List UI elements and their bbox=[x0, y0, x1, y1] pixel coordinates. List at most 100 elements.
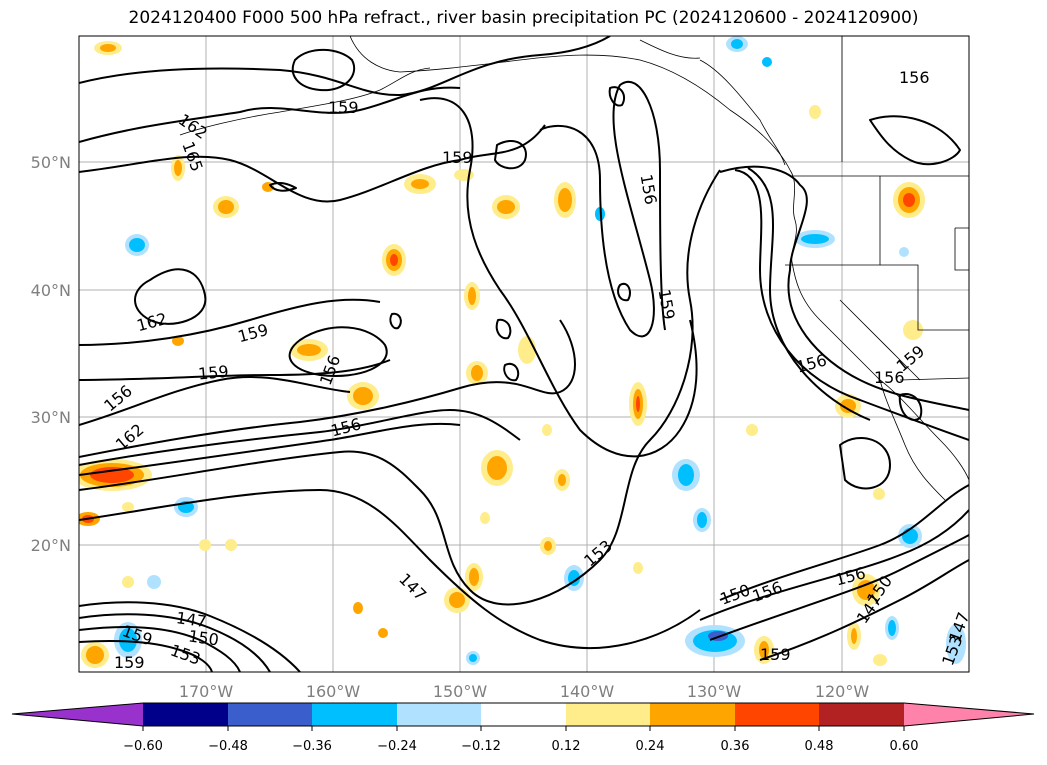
positive-patch bbox=[378, 628, 388, 638]
negative-patch bbox=[801, 234, 829, 244]
contour-line bbox=[79, 86, 461, 143]
positive-patch bbox=[636, 396, 640, 412]
colorbar-tick-label: −0.36 bbox=[292, 739, 332, 754]
contour-line bbox=[719, 484, 969, 601]
contour-line bbox=[839, 436, 891, 490]
state-boundary bbox=[880, 264, 969, 331]
longitude-label: 170°W bbox=[179, 682, 234, 701]
colorbar-bin bbox=[312, 703, 397, 726]
contour-line bbox=[747, 167, 871, 421]
contour-label: 159 bbox=[760, 645, 791, 664]
contour-label: 150 bbox=[187, 626, 220, 649]
coastline-alaska bbox=[349, 36, 791, 171]
contour-label: 147 bbox=[175, 608, 208, 631]
colorbar-tick-label: 0.12 bbox=[552, 739, 581, 754]
contour-line bbox=[291, 48, 356, 92]
contour-line bbox=[494, 140, 527, 170]
latitude-labels: 50°N 40°N 30°N 20°N bbox=[31, 153, 71, 555]
colorbar-ticks bbox=[142, 726, 905, 731]
negative-patch bbox=[568, 570, 580, 586]
positive-patch bbox=[225, 539, 237, 551]
positive-patch bbox=[544, 541, 552, 551]
contour-line bbox=[79, 489, 701, 650]
contour-line bbox=[503, 362, 520, 382]
contour-line bbox=[134, 268, 207, 325]
contour-line bbox=[79, 626, 241, 672]
coastline-panhandle bbox=[699, 59, 786, 166]
positive-patch bbox=[558, 188, 572, 212]
contour-line bbox=[759, 559, 969, 661]
state-boundary bbox=[954, 227, 969, 271]
contour-line bbox=[419, 97, 698, 458]
colorbar-bin bbox=[481, 703, 566, 726]
positive-patch bbox=[172, 336, 184, 346]
colorbar-tick-label: 0.24 bbox=[636, 739, 665, 754]
positive-patch bbox=[851, 628, 857, 644]
positive-patch bbox=[840, 399, 856, 413]
positive-patch bbox=[873, 488, 885, 500]
colorbar-bin bbox=[819, 703, 904, 726]
longitude-labels: 170°W 160°W 150°W 140°W 130°W 120°W bbox=[179, 682, 870, 701]
colorbar-tick-label: 0.48 bbox=[805, 739, 834, 754]
contour-line bbox=[79, 319, 576, 458]
longitude-label: 140°W bbox=[560, 682, 615, 701]
positive-patch bbox=[174, 160, 182, 176]
positive-patch bbox=[353, 387, 373, 405]
contour-line bbox=[617, 282, 631, 302]
contour-label: 159 bbox=[328, 98, 359, 117]
negative-patch bbox=[147, 575, 161, 589]
positive-patch bbox=[518, 336, 536, 364]
positive-patch bbox=[353, 602, 363, 614]
contour-line bbox=[495, 318, 512, 340]
latitude-label: 40°N bbox=[31, 281, 71, 300]
latitude-label: 20°N bbox=[31, 536, 71, 555]
positive-patch bbox=[746, 424, 758, 436]
negative-patch bbox=[678, 464, 694, 486]
contour-line bbox=[608, 86, 626, 107]
colorbar-tick-label: −0.48 bbox=[208, 739, 248, 754]
colorbar-tick-labels: −0.60 −0.48 −0.36 −0.24 −0.12 0.12 0.24 … bbox=[123, 739, 918, 754]
contour-line bbox=[79, 422, 461, 476]
colorbar-bin bbox=[397, 703, 481, 726]
boundary-us-mexico bbox=[899, 377, 969, 381]
negative-patch bbox=[469, 654, 477, 662]
coastline-islands bbox=[639, 39, 701, 59]
precipitation-anomaly-patches bbox=[79, 36, 966, 668]
contour-line bbox=[869, 115, 961, 166]
negative-patch bbox=[762, 57, 772, 67]
colorbar-tick-label: 0.60 bbox=[890, 739, 919, 754]
contour-label: 159 bbox=[442, 148, 473, 167]
positive-patch bbox=[86, 646, 104, 664]
positive-patch bbox=[449, 592, 465, 608]
contour-line bbox=[79, 359, 391, 381]
refractivity-contours bbox=[79, 36, 969, 672]
contour-label: 156 bbox=[874, 368, 905, 387]
positive-patch bbox=[468, 287, 476, 305]
latitude-label: 30°N bbox=[31, 408, 71, 427]
positive-patch bbox=[297, 344, 321, 356]
contour-line bbox=[79, 601, 301, 672]
positive-patch bbox=[411, 179, 429, 189]
contour-line bbox=[79, 409, 521, 466]
positive-patch bbox=[903, 193, 915, 207]
colorbar: −0.60 −0.48 −0.36 −0.24 −0.12 0.12 0.24 … bbox=[11, 702, 1035, 754]
positive-patch bbox=[199, 539, 211, 551]
colorbar-bin bbox=[228, 703, 312, 726]
contour-line bbox=[709, 534, 969, 641]
positive-patch bbox=[759, 641, 769, 659]
colorbar-tick-label: −0.60 bbox=[123, 739, 163, 754]
coastline-baja bbox=[879, 379, 946, 501]
contour-line bbox=[389, 312, 402, 330]
positive-patch bbox=[218, 200, 234, 214]
negative-patch bbox=[731, 39, 743, 49]
contour-line bbox=[79, 36, 611, 97]
colorbar-bin bbox=[650, 703, 735, 726]
colorbar-extend-max bbox=[904, 703, 1034, 726]
colorbar-tick-label: −0.12 bbox=[461, 739, 501, 754]
contour-line bbox=[699, 509, 969, 621]
positive-patch bbox=[857, 580, 875, 600]
map-title: 2024120400 F000 500 hPa refract., river … bbox=[128, 8, 919, 28]
map-frame bbox=[78, 35, 970, 673]
negative-patch bbox=[888, 620, 896, 636]
positive-patch bbox=[558, 474, 566, 486]
